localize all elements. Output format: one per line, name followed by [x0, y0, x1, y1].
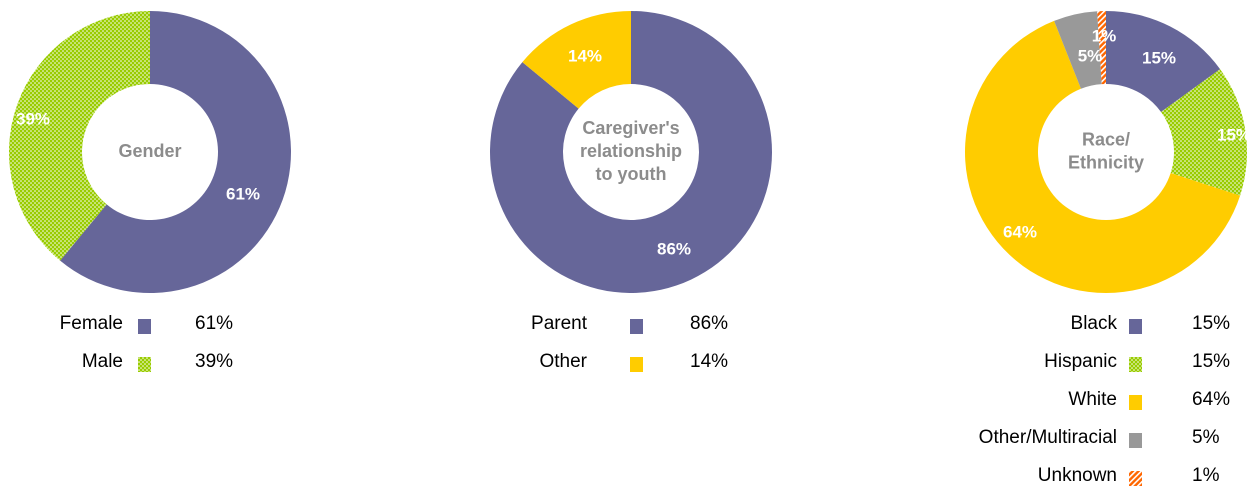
legend-label: Female	[59, 313, 123, 334]
legend-swatch	[630, 319, 643, 334]
legend-item-unknown: Unknown 1%	[0, 463, 1251, 493]
legend-swatch	[1129, 357, 1142, 372]
legend-swatch	[1129, 433, 1142, 448]
legend-item-other-multiracial: Other/Multiracial 5%	[0, 425, 1251, 455]
slice-hispanic	[1161, 69, 1247, 196]
data-label-male: 39%	[16, 109, 50, 128]
slice-male	[9, 10, 150, 261]
legend-item-parent: Parent 86%	[0, 311, 1251, 341]
donut-chart-2: 86% 14% Caregiver's relationship to youth	[489, 11, 772, 293]
legend-value: 1%	[1192, 465, 1220, 486]
legend-label: Parent	[531, 313, 587, 334]
legend-label: Other	[539, 351, 587, 372]
data-label-white: 64%	[1003, 222, 1037, 241]
slice-other-multiracial	[1054, 11, 1102, 89]
slice-black	[1106, 11, 1221, 113]
legend-item-other: Other 14%	[0, 349, 1251, 379]
slice-parent	[489, 11, 772, 293]
donut-chart-3: 15% 15% 64% 5%1% Race/Ethnicity	[964, 11, 1251, 294]
chart-title: relationship	[580, 141, 682, 161]
legend-item-hispanic: Hispanic 15%	[0, 349, 1251, 379]
legend-item-female: Female 61%	[0, 311, 1251, 341]
chart-title: Ethnicity	[1068, 152, 1144, 172]
legend-value: 61%	[195, 313, 234, 334]
legend-value: 15%	[1192, 313, 1231, 334]
legend-item-black: Black 15%	[0, 311, 1251, 341]
legend-swatch	[1129, 395, 1142, 410]
legend-label: White	[1068, 389, 1117, 410]
data-label-black: 15%	[1142, 48, 1176, 67]
legend-item-white: White 64%	[0, 387, 1251, 417]
donut-chart-1: 61% 39% Gender	[9, 10, 292, 293]
legend-value: 14%	[690, 351, 729, 372]
slice-unknown	[1097, 11, 1106, 85]
legend-value: 5%	[1192, 427, 1220, 448]
legend-swatch	[630, 357, 643, 372]
data-label-female: 61%	[226, 184, 260, 203]
legend-value: 15%	[1192, 351, 1231, 372]
legend-swatch	[1129, 471, 1142, 486]
chart-title: Gender	[118, 141, 181, 161]
data-label-hispanic: 15%	[1217, 125, 1251, 144]
slice-female	[60, 11, 292, 293]
chart-title: Race/	[1082, 129, 1130, 149]
legend-swatch	[1129, 319, 1142, 334]
data-label-unknown: 1%	[1092, 26, 1117, 45]
legend-label: Unknown	[1037, 465, 1117, 486]
legend-label: Hispanic	[1044, 351, 1117, 372]
legend-value: 39%	[195, 351, 234, 372]
legend-value: 86%	[690, 313, 729, 334]
data-label-parent: 86%	[657, 239, 691, 258]
legend-item-male: Male 39%	[0, 349, 1251, 379]
slice-white	[964, 20, 1241, 294]
chart-title: Caregiver's	[582, 118, 679, 138]
slice-other	[522, 11, 631, 109]
data-label-other-multiracial: 5%	[1078, 46, 1103, 65]
data-label-other: 14%	[568, 46, 602, 65]
legend-label: Other/Multiracial	[978, 427, 1117, 448]
chart-title: to youth	[596, 164, 667, 184]
legend-label: Male	[81, 351, 123, 372]
legend-swatch	[138, 357, 151, 372]
legend-value: 64%	[1192, 389, 1231, 410]
legend-swatch	[138, 319, 151, 334]
legend-label: Black	[1070, 313, 1117, 334]
